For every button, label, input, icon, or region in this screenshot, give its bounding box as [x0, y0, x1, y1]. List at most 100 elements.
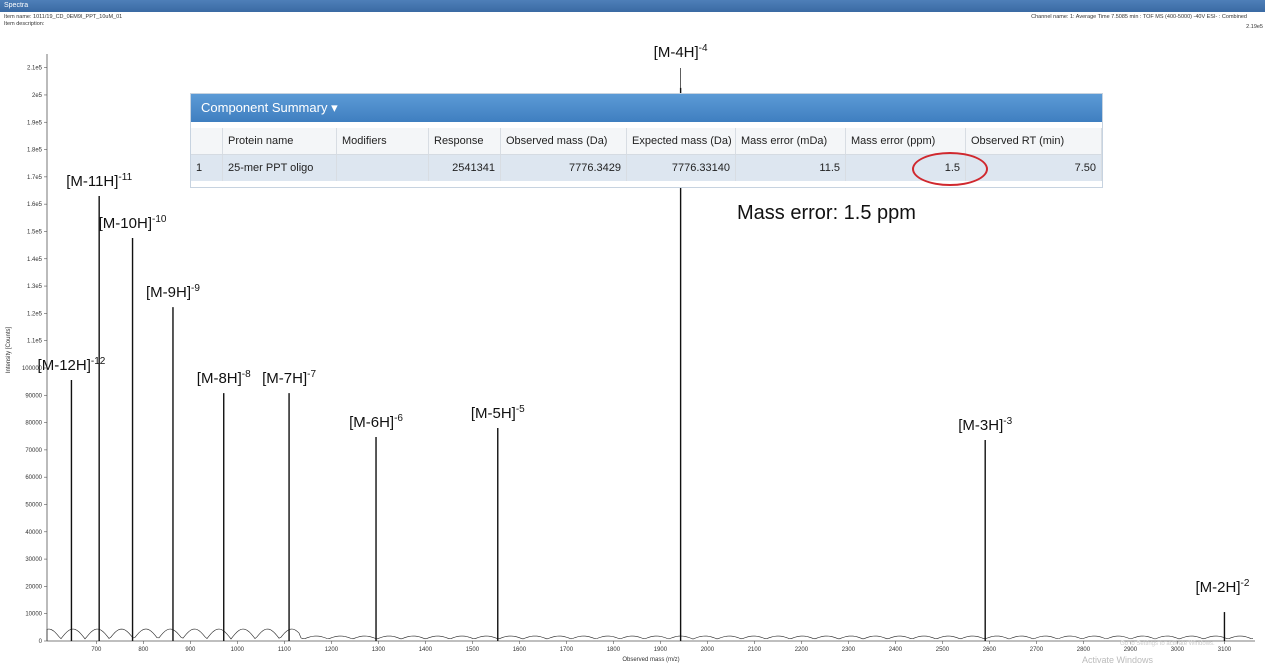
panel-header[interactable]: Component Summary ▾: [191, 94, 1102, 122]
x-tick-label: 900: [185, 647, 196, 653]
header-row: Protein name Modifiers Response Observed…: [191, 128, 1102, 155]
x-tick-label: 2000: [701, 647, 715, 653]
window-title: Spectra: [0, 0, 1265, 12]
x-tick-label: 2900: [1124, 647, 1138, 653]
max-intensity: 2.19e5: [1246, 24, 1263, 30]
observed-mass: 7776.3429: [501, 155, 627, 181]
peak-charge: -10: [152, 214, 167, 225]
x-tick-label: 1000: [231, 647, 245, 653]
peak-ion: [M-6H]: [349, 414, 394, 431]
baseline-noise: [46, 628, 1254, 641]
y-tick-label: 2.1e5: [27, 66, 43, 72]
x-tick-label: 3100: [1218, 647, 1232, 653]
x-tick-label: 1800: [607, 647, 621, 653]
x-tick-label: 1500: [466, 647, 480, 653]
y-tick-label: 10000: [25, 612, 42, 618]
y-tick-label: 50000: [25, 502, 42, 508]
item-name: Item name: 1011/19_CD_0EM9I_PPT_10uM_01: [4, 14, 123, 20]
column-header[interactable]: Observed RT (min): [966, 128, 1102, 154]
x-tick-label: 1900: [654, 647, 668, 653]
x-tick-label: 3000: [1171, 647, 1185, 653]
x-axis-label: Observed mass (m/z): [622, 657, 679, 663]
peak-label: [M-3H]-3: [958, 416, 1012, 434]
x-tick-label: 2100: [748, 647, 762, 653]
x-tick-label: 1700: [560, 647, 574, 653]
expected-mass: 7776.33140: [627, 155, 736, 181]
column-header[interactable]: Observed mass (Da): [501, 128, 627, 154]
peak-charge: -11: [118, 172, 132, 183]
column-header[interactable]: Mass error (mDa): [736, 128, 846, 154]
y-tick-label: 2e5: [32, 93, 43, 99]
peak-charge: -9: [191, 283, 200, 294]
x-tick-label: 2800: [1077, 647, 1091, 653]
peak-ion: [M-8H]: [197, 370, 242, 387]
peak-label: [M-6H]-6: [349, 413, 403, 431]
peak-label: [M-9H]-9: [146, 283, 200, 301]
column-header[interactable]: Expected mass (Da): [627, 128, 736, 154]
peak-label: [M-11H]-11: [66, 172, 132, 190]
x-tick-label: 2700: [1030, 647, 1044, 653]
y-tick-label: 70000: [25, 448, 42, 454]
y-tick-label: 1.7e5: [27, 175, 43, 181]
y-tick-label: 80000: [25, 421, 42, 427]
observed-rt: 7.50: [966, 155, 1102, 181]
column-header[interactable]: Response: [429, 128, 501, 154]
peak-label: [M-4H]-4: [654, 43, 708, 61]
y-tick-label: 1.2e5: [27, 311, 43, 317]
highlight-circle: [912, 152, 988, 186]
item-description: Item description:: [4, 21, 45, 27]
peak-charge: -8: [242, 369, 251, 380]
peak-label: [M-7H]-7: [262, 369, 316, 387]
row-index: 1: [191, 155, 223, 181]
y-tick-label: 60000: [25, 475, 42, 481]
x-tick-label: 800: [138, 647, 149, 653]
modifiers: [337, 155, 429, 181]
x-tick-label: 1300: [372, 647, 386, 653]
peak-label: [M-8H]-8: [197, 369, 251, 387]
peak-charge: -5: [516, 404, 525, 415]
channel-name: Channel name: 1: Average Time 7.5085 min…: [1031, 14, 1247, 20]
peak-label: [M-2H]-2: [1195, 578, 1249, 596]
column-header[interactable]: Mass error (ppm): [846, 128, 966, 154]
peak-ion: [M-12H]: [38, 357, 91, 374]
watermark-text: Go to Settings to activate Windows.: [1120, 641, 1215, 647]
column-header[interactable]: Protein name: [223, 128, 337, 154]
x-tick-label: 1200: [325, 647, 339, 653]
peak-charge: -3: [1003, 416, 1012, 427]
peak-label: [M-12H]-12: [38, 356, 106, 374]
peak-ion: [M-4H]: [654, 44, 699, 61]
peak-label: [M-5H]-5: [471, 404, 525, 422]
y-tick-label: 1.6e5: [27, 202, 43, 208]
y-tick-label: 1.8e5: [27, 148, 43, 154]
peak-label: [M-10H]-10: [99, 214, 167, 232]
protein-name: 25-mer PPT oligo: [223, 155, 337, 181]
annotation: Mass error: 1.5 ppm: [737, 202, 916, 224]
y-tick-label: 0: [39, 639, 43, 645]
y-tick-label: 20000: [25, 584, 42, 590]
peak-charge: -7: [307, 369, 316, 380]
y-tick-label: 40000: [25, 530, 42, 536]
peak-ion: [M-10H]: [99, 215, 152, 232]
peak-charge: -6: [394, 413, 403, 424]
x-tick-label: 1100: [278, 647, 292, 653]
x-tick-label: 1600: [513, 647, 527, 653]
y-tick-label: 100000: [22, 366, 43, 372]
column-header[interactable]: Modifiers: [337, 128, 429, 154]
y-tick-label: 1.4e5: [27, 257, 43, 263]
y-tick-label: 90000: [25, 393, 42, 399]
peak-ion: [M-9H]: [146, 284, 191, 301]
x-tick-label: 700: [91, 647, 102, 653]
x-tick-label: 2500: [936, 647, 950, 653]
x-tick-label: 2200: [795, 647, 809, 653]
peak-ion: [M-11H]: [66, 173, 118, 190]
response: 2541341: [429, 155, 501, 181]
mass-error-mda: 11.5: [736, 155, 846, 181]
peak-charge: -2: [1240, 578, 1249, 589]
peak-charge: -4: [699, 43, 708, 54]
y-tick-label: 1.9e5: [27, 120, 43, 126]
y-tick-label: 1.1e5: [27, 339, 43, 345]
y-tick-label: 1.5e5: [27, 229, 43, 235]
peak-ion: [M-3H]: [958, 417, 1003, 434]
watermark-title: Activate Windows: [1082, 655, 1154, 665]
